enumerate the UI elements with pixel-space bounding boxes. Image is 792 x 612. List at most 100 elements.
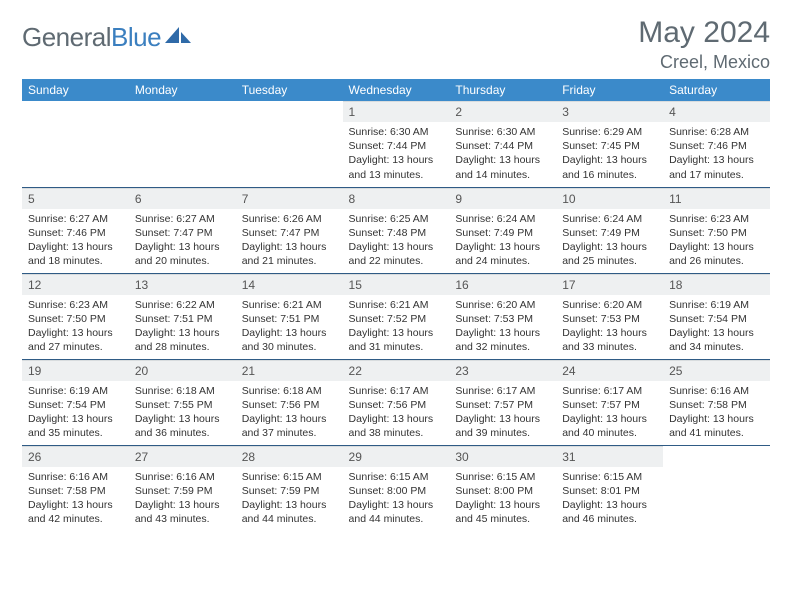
day-details: Sunrise: 6:30 AMSunset: 7:44 PMDaylight:…: [449, 122, 556, 186]
day-details: Sunrise: 6:17 AMSunset: 7:57 PMDaylight:…: [449, 381, 556, 445]
calendar-cell: 17Sunrise: 6:20 AMSunset: 7:53 PMDayligh…: [556, 273, 663, 359]
day-number: 7: [236, 188, 343, 209]
day-number: 20: [129, 360, 236, 381]
day-number: 5: [22, 188, 129, 209]
day-number: 26: [22, 446, 129, 467]
day-details: Sunrise: 6:17 AMSunset: 7:56 PMDaylight:…: [343, 381, 450, 445]
weekday-header: Saturday: [663, 79, 770, 101]
day-details: Sunrise: 6:24 AMSunset: 7:49 PMDaylight:…: [449, 209, 556, 273]
day-details: Sunrise: 6:20 AMSunset: 7:53 PMDaylight:…: [449, 295, 556, 359]
day-number: 28: [236, 446, 343, 467]
weekday-header: Sunday: [22, 79, 129, 101]
location-subtitle: Creel, Mexico: [638, 52, 770, 73]
calendar-cell: 10Sunrise: 6:24 AMSunset: 7:49 PMDayligh…: [556, 187, 663, 273]
calendar-cell: [663, 445, 770, 531]
day-number: 27: [129, 446, 236, 467]
day-number: 9: [449, 188, 556, 209]
day-details: Sunrise: 6:19 AMSunset: 7:54 PMDaylight:…: [22, 381, 129, 445]
day-number: 19: [22, 360, 129, 381]
brand-part2: Blue: [111, 22, 161, 52]
day-details: Sunrise: 6:15 AMSunset: 8:00 PMDaylight:…: [449, 467, 556, 531]
weekday-header: Thursday: [449, 79, 556, 101]
day-number: 23: [449, 360, 556, 381]
calendar-cell: 31Sunrise: 6:15 AMSunset: 8:01 PMDayligh…: [556, 445, 663, 531]
header: GeneralBlue May 2024 Creel, Mexico: [22, 16, 770, 73]
calendar-cell: 16Sunrise: 6:20 AMSunset: 7:53 PMDayligh…: [449, 273, 556, 359]
calendar-cell: 22Sunrise: 6:17 AMSunset: 7:56 PMDayligh…: [343, 359, 450, 445]
weekday-header: Friday: [556, 79, 663, 101]
day-number: 18: [663, 274, 770, 295]
weekday-header: Tuesday: [236, 79, 343, 101]
day-number: 10: [556, 188, 663, 209]
calendar-cell: 19Sunrise: 6:19 AMSunset: 7:54 PMDayligh…: [22, 359, 129, 445]
day-number: 2: [449, 101, 556, 122]
calendar-cell: 8Sunrise: 6:25 AMSunset: 7:48 PMDaylight…: [343, 187, 450, 273]
day-number: 13: [129, 274, 236, 295]
day-details: Sunrise: 6:27 AMSunset: 7:47 PMDaylight:…: [129, 209, 236, 273]
calendar-cell: 12Sunrise: 6:23 AMSunset: 7:50 PMDayligh…: [22, 273, 129, 359]
day-number: 14: [236, 274, 343, 295]
calendar-table: SundayMondayTuesdayWednesdayThursdayFrid…: [22, 79, 770, 531]
day-number: 17: [556, 274, 663, 295]
day-details: Sunrise: 6:19 AMSunset: 7:54 PMDaylight:…: [663, 295, 770, 359]
day-number: 15: [343, 274, 450, 295]
calendar-cell: 18Sunrise: 6:19 AMSunset: 7:54 PMDayligh…: [663, 273, 770, 359]
calendar-cell: 15Sunrise: 6:21 AMSunset: 7:52 PMDayligh…: [343, 273, 450, 359]
calendar-cell: [22, 101, 129, 187]
day-details: Sunrise: 6:21 AMSunset: 7:51 PMDaylight:…: [236, 295, 343, 359]
day-details: Sunrise: 6:17 AMSunset: 7:57 PMDaylight:…: [556, 381, 663, 445]
day-details: Sunrise: 6:21 AMSunset: 7:52 PMDaylight:…: [343, 295, 450, 359]
day-details: Sunrise: 6:27 AMSunset: 7:46 PMDaylight:…: [22, 209, 129, 273]
day-details: Sunrise: 6:28 AMSunset: 7:46 PMDaylight:…: [663, 122, 770, 186]
calendar-cell: 11Sunrise: 6:23 AMSunset: 7:50 PMDayligh…: [663, 187, 770, 273]
day-details: Sunrise: 6:20 AMSunset: 7:53 PMDaylight:…: [556, 295, 663, 359]
calendar-cell: 7Sunrise: 6:26 AMSunset: 7:47 PMDaylight…: [236, 187, 343, 273]
calendar-cell: 1Sunrise: 6:30 AMSunset: 7:44 PMDaylight…: [343, 101, 450, 187]
brand-sail-icon: [165, 25, 191, 50]
day-number: 30: [449, 446, 556, 467]
calendar-cell: 14Sunrise: 6:21 AMSunset: 7:51 PMDayligh…: [236, 273, 343, 359]
calendar-cell: 28Sunrise: 6:15 AMSunset: 7:59 PMDayligh…: [236, 445, 343, 531]
day-details: Sunrise: 6:22 AMSunset: 7:51 PMDaylight:…: [129, 295, 236, 359]
day-details: Sunrise: 6:15 AMSunset: 7:59 PMDaylight:…: [236, 467, 343, 531]
calendar-cell: 3Sunrise: 6:29 AMSunset: 7:45 PMDaylight…: [556, 101, 663, 187]
calendar-cell: 24Sunrise: 6:17 AMSunset: 7:57 PMDayligh…: [556, 359, 663, 445]
day-number: 21: [236, 360, 343, 381]
calendar-cell: 5Sunrise: 6:27 AMSunset: 7:46 PMDaylight…: [22, 187, 129, 273]
calendar-cell: 21Sunrise: 6:18 AMSunset: 7:56 PMDayligh…: [236, 359, 343, 445]
day-details: Sunrise: 6:15 AMSunset: 8:00 PMDaylight:…: [343, 467, 450, 531]
brand-logo: GeneralBlue: [22, 16, 191, 53]
day-details: Sunrise: 6:23 AMSunset: 7:50 PMDaylight:…: [22, 295, 129, 359]
day-details: Sunrise: 6:18 AMSunset: 7:55 PMDaylight:…: [129, 381, 236, 445]
day-details: Sunrise: 6:15 AMSunset: 8:01 PMDaylight:…: [556, 467, 663, 531]
day-details: Sunrise: 6:30 AMSunset: 7:44 PMDaylight:…: [343, 122, 450, 186]
calendar-cell: [236, 101, 343, 187]
calendar-cell: 30Sunrise: 6:15 AMSunset: 8:00 PMDayligh…: [449, 445, 556, 531]
day-details: Sunrise: 6:18 AMSunset: 7:56 PMDaylight:…: [236, 381, 343, 445]
day-number: 31: [556, 446, 663, 467]
calendar-cell: 2Sunrise: 6:30 AMSunset: 7:44 PMDaylight…: [449, 101, 556, 187]
day-number: 12: [22, 274, 129, 295]
calendar-cell: 20Sunrise: 6:18 AMSunset: 7:55 PMDayligh…: [129, 359, 236, 445]
page: GeneralBlue May 2024 Creel, Mexico Sunda…: [0, 0, 792, 612]
weekday-header: Wednesday: [343, 79, 450, 101]
day-number: 6: [129, 188, 236, 209]
day-number: 4: [663, 101, 770, 122]
day-number: 16: [449, 274, 556, 295]
calendar-cell: 23Sunrise: 6:17 AMSunset: 7:57 PMDayligh…: [449, 359, 556, 445]
day-details: Sunrise: 6:16 AMSunset: 7:59 PMDaylight:…: [129, 467, 236, 531]
day-details: Sunrise: 6:24 AMSunset: 7:49 PMDaylight:…: [556, 209, 663, 273]
day-number: 25: [663, 360, 770, 381]
calendar-cell: 4Sunrise: 6:28 AMSunset: 7:46 PMDaylight…: [663, 101, 770, 187]
calendar-cell: 13Sunrise: 6:22 AMSunset: 7:51 PMDayligh…: [129, 273, 236, 359]
calendar-cell: 27Sunrise: 6:16 AMSunset: 7:59 PMDayligh…: [129, 445, 236, 531]
day-details: Sunrise: 6:25 AMSunset: 7:48 PMDaylight:…: [343, 209, 450, 273]
day-details: Sunrise: 6:16 AMSunset: 7:58 PMDaylight:…: [663, 381, 770, 445]
brand-text: GeneralBlue: [22, 22, 161, 53]
day-number: 3: [556, 101, 663, 122]
calendar-body: 1Sunrise: 6:30 AMSunset: 7:44 PMDaylight…: [22, 101, 770, 531]
day-number: 1: [343, 101, 450, 122]
brand-part1: General: [22, 22, 111, 52]
calendar-cell: [129, 101, 236, 187]
day-number: 22: [343, 360, 450, 381]
